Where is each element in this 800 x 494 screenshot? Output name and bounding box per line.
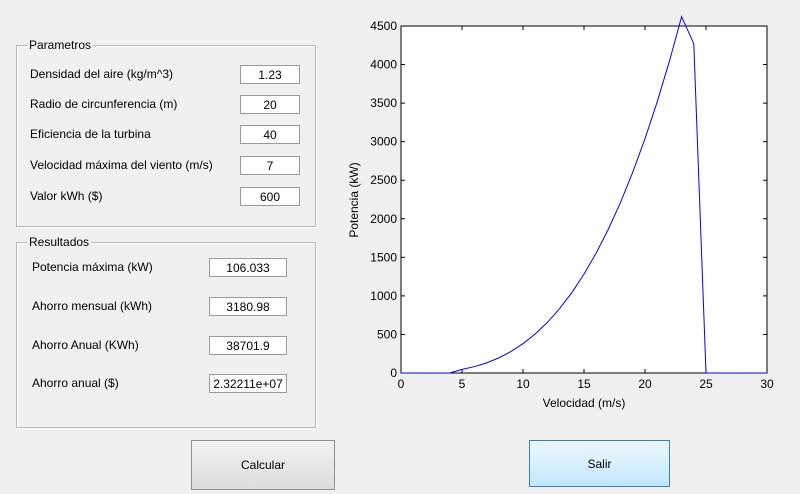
x-tick-label: 5	[459, 377, 466, 391]
param-label-1: Radio de circunferencia (m)	[30, 97, 178, 111]
y-tick-label: 500	[377, 327, 397, 341]
x-axis-label: Velocidad (m/s)	[543, 396, 626, 410]
param-input-4[interactable]	[240, 187, 300, 206]
result-output-1[interactable]	[209, 297, 287, 316]
result-label-2: Ahorro Anual (KWh)	[32, 338, 139, 352]
x-tick-label: 30	[760, 377, 774, 391]
salir-button[interactable]: Salir	[529, 440, 670, 487]
y-tick-label: 0	[390, 366, 397, 380]
param-label-2: Eficiencia de la turbina	[30, 127, 151, 141]
param-label-3: Velocidad máxima del viento (m/s)	[30, 158, 213, 172]
y-tick-label: 4500	[370, 19, 397, 33]
result-output-0[interactable]	[209, 258, 287, 277]
result-label-3: Ahorro anual ($)	[32, 376, 119, 390]
y-axis-label: Potencia (kW)	[347, 162, 361, 237]
y-tick-label: 2500	[370, 173, 397, 187]
x-tick-label: 25	[699, 377, 713, 391]
result-label-0: Potencia máxima (kW)	[32, 260, 153, 274]
y-tick-label: 1500	[370, 250, 397, 264]
y-tick-label: 4000	[370, 58, 397, 72]
series-line-potencia	[401, 15, 767, 374]
param-input-2[interactable]	[240, 125, 300, 144]
result-output-2[interactable]	[209, 336, 287, 355]
param-input-1[interactable]	[240, 95, 300, 114]
resultados-title: Resultados	[27, 235, 92, 249]
x-tick-label: 10	[516, 377, 530, 391]
x-tick-label: 0	[398, 377, 405, 391]
x-tick-label: 20	[638, 377, 652, 391]
y-tick-label: 1000	[370, 289, 397, 303]
param-label-4: Valor kWh ($)	[30, 189, 103, 203]
parametros-title: Parametros	[27, 38, 94, 52]
calcular-button[interactable]: Calcular	[191, 440, 335, 490]
result-label-1: Ahorro mensual (kWh)	[32, 299, 153, 313]
param-input-0[interactable]	[240, 65, 300, 84]
param-label-0: Densidad del aire (kg/m^3)	[30, 67, 174, 81]
y-tick-label: 3000	[370, 135, 397, 149]
y-tick-label: 2000	[370, 212, 397, 226]
x-tick-label: 15	[577, 377, 591, 391]
y-tick-label: 3500	[370, 96, 397, 110]
param-input-3[interactable]	[240, 156, 300, 175]
plot-area	[400, 25, 768, 374]
result-output-3[interactable]	[209, 374, 287, 393]
resultados-panel: Resultados	[16, 235, 316, 428]
parametros-panel: Parametros	[16, 38, 316, 227]
